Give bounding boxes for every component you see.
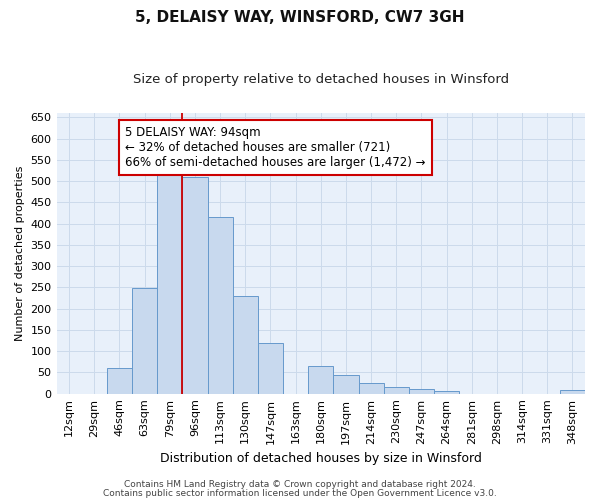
Y-axis label: Number of detached properties: Number of detached properties <box>15 166 25 341</box>
Bar <box>434 390 459 394</box>
Bar <box>107 368 132 394</box>
Bar <box>258 342 283 394</box>
Text: 5, DELAISY WAY, WINSFORD, CW7 3GH: 5, DELAISY WAY, WINSFORD, CW7 3GH <box>135 10 465 25</box>
Bar <box>233 296 258 394</box>
Bar <box>308 366 334 394</box>
Bar <box>157 170 182 394</box>
Bar <box>383 388 409 394</box>
Text: 5 DELAISY WAY: 94sqm
← 32% of detached houses are smaller (721)
66% of semi-deta: 5 DELAISY WAY: 94sqm ← 32% of detached h… <box>125 126 426 168</box>
Bar <box>132 288 157 394</box>
Bar <box>560 390 585 394</box>
Text: Contains public sector information licensed under the Open Government Licence v3: Contains public sector information licen… <box>103 489 497 498</box>
Bar <box>409 390 434 394</box>
Bar <box>334 374 359 394</box>
Title: Size of property relative to detached houses in Winsford: Size of property relative to detached ho… <box>133 72 509 86</box>
Bar <box>359 383 383 394</box>
Bar <box>208 217 233 394</box>
Bar <box>182 177 208 394</box>
Text: Contains HM Land Registry data © Crown copyright and database right 2024.: Contains HM Land Registry data © Crown c… <box>124 480 476 489</box>
X-axis label: Distribution of detached houses by size in Winsford: Distribution of detached houses by size … <box>160 452 482 465</box>
